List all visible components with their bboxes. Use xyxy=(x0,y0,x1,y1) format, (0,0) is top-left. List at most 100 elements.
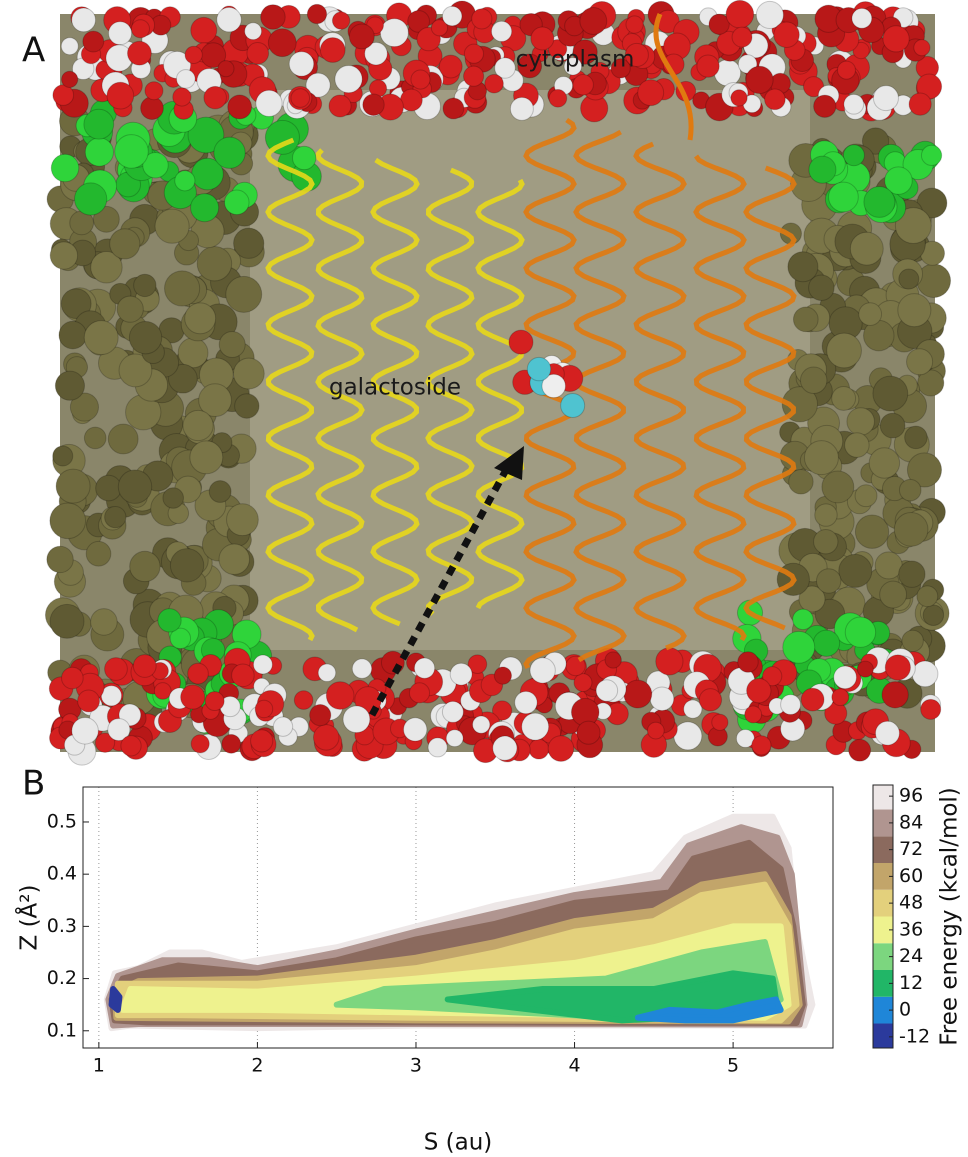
atom xyxy=(154,683,171,700)
atom xyxy=(86,541,111,566)
atom xyxy=(62,667,84,689)
atom xyxy=(214,137,245,168)
colorbar-tick-label: 72 xyxy=(899,838,923,860)
atom xyxy=(907,349,933,375)
atom xyxy=(873,376,908,411)
atom xyxy=(827,333,862,368)
colorbar-segment xyxy=(873,785,893,810)
atom xyxy=(793,307,818,332)
atom xyxy=(173,88,191,106)
colorbar-tick-label: 96 xyxy=(899,785,923,807)
atom xyxy=(227,504,259,536)
atom xyxy=(320,38,345,63)
atom xyxy=(50,604,84,638)
atom xyxy=(699,689,721,711)
atom xyxy=(485,74,504,93)
atom xyxy=(510,97,533,120)
atom xyxy=(845,433,870,458)
atom xyxy=(738,652,759,673)
atom xyxy=(473,716,490,733)
atom xyxy=(800,367,826,393)
atom xyxy=(50,242,77,269)
atom xyxy=(105,506,126,527)
atom xyxy=(232,664,255,687)
atom xyxy=(332,12,349,29)
atom xyxy=(712,714,728,730)
atom xyxy=(72,718,99,745)
atom xyxy=(428,738,447,757)
atom xyxy=(121,736,141,756)
atom xyxy=(176,70,195,89)
atom xyxy=(205,692,224,711)
atom xyxy=(548,736,574,762)
atom xyxy=(183,410,213,440)
atom xyxy=(261,5,286,30)
atom xyxy=(745,706,762,723)
atom xyxy=(464,44,483,63)
atom xyxy=(219,544,250,575)
atom xyxy=(380,19,408,47)
atom xyxy=(145,82,163,100)
atom xyxy=(850,232,883,265)
atom xyxy=(844,94,864,114)
atom xyxy=(464,66,484,86)
colorbar-tick-label: 36 xyxy=(899,918,923,940)
atom xyxy=(624,680,652,708)
atom xyxy=(815,504,837,526)
y-tick-label: 0.2 xyxy=(47,967,77,989)
atom xyxy=(191,194,219,222)
y-tick-label: 0.3 xyxy=(47,915,77,937)
atom xyxy=(894,513,928,547)
x-tick-label: 3 xyxy=(410,1055,422,1077)
annotation: galactoside xyxy=(329,375,461,401)
atom xyxy=(882,682,908,708)
atom xyxy=(885,655,910,680)
atom xyxy=(781,695,801,715)
atom xyxy=(188,663,209,684)
atom xyxy=(307,4,326,23)
atom xyxy=(839,554,872,587)
atom xyxy=(674,722,702,750)
atom xyxy=(363,94,384,115)
atom xyxy=(78,690,100,712)
atom xyxy=(85,138,113,166)
atom xyxy=(352,659,371,678)
x-tick-label: 5 xyxy=(727,1055,739,1077)
atom xyxy=(857,661,873,677)
atom xyxy=(804,441,838,475)
atom xyxy=(155,209,189,243)
atom xyxy=(204,86,227,109)
colorbar-tick-label: 0 xyxy=(899,999,911,1021)
atom xyxy=(439,55,462,78)
atom xyxy=(549,89,567,107)
atom xyxy=(647,722,664,739)
atom xyxy=(747,679,771,703)
atom xyxy=(450,663,472,685)
atom xyxy=(318,664,336,682)
atom xyxy=(118,470,151,503)
atom xyxy=(509,330,533,354)
atom xyxy=(822,471,854,503)
atom xyxy=(105,658,128,681)
atom xyxy=(912,661,938,687)
atom xyxy=(788,252,818,282)
atom xyxy=(875,552,902,579)
atom xyxy=(310,705,331,726)
atom xyxy=(96,475,122,501)
atom xyxy=(697,55,719,77)
atom xyxy=(852,8,872,28)
atom xyxy=(809,156,836,183)
colorbar-tick-label: -12 xyxy=(899,1025,930,1047)
atom xyxy=(899,561,925,587)
atom xyxy=(656,648,683,675)
atom xyxy=(289,52,314,77)
atom xyxy=(783,631,815,663)
atom xyxy=(181,685,205,709)
atom xyxy=(53,446,73,466)
annotation: cytoplasm xyxy=(516,47,635,73)
atom xyxy=(626,16,643,33)
atom xyxy=(110,229,140,259)
atom xyxy=(226,276,262,312)
atom xyxy=(774,22,799,47)
atom xyxy=(442,6,461,25)
